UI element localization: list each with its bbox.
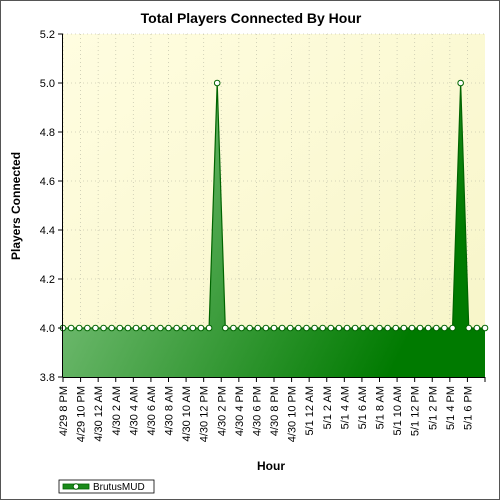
y-axis-title: Players Connected xyxy=(9,152,23,260)
data-point xyxy=(433,324,440,332)
data-point xyxy=(173,324,180,332)
x-axis-title: Hour xyxy=(257,459,285,473)
x-tick-label: 4/30 8 AM xyxy=(164,386,176,436)
data-point xyxy=(205,324,213,332)
data-point xyxy=(286,324,294,332)
data-point xyxy=(116,324,124,332)
data-point xyxy=(165,324,172,332)
x-tick-label: 5/1 10 AM xyxy=(392,386,404,436)
x-tick-label: 5/1 2 AM xyxy=(322,386,334,429)
legend-marker xyxy=(72,483,80,490)
x-tick-label: 4/30 10 PM xyxy=(287,386,299,442)
x-tick-label: 4/30 10 AM xyxy=(181,386,193,442)
y-tick-label: 5.0 xyxy=(40,78,55,90)
data-point xyxy=(465,324,473,332)
y-tick-label: 5.2 xyxy=(40,29,55,41)
chart-title: Total Players Connected By Hour xyxy=(141,10,362,26)
data-point xyxy=(481,324,489,332)
data-point xyxy=(148,324,156,332)
data-point xyxy=(441,324,448,332)
x-tick-label: 4/30 4 PM xyxy=(234,386,246,436)
x-tick-label: 5/1 8 AM xyxy=(375,386,387,429)
data-point xyxy=(278,324,286,332)
data-point xyxy=(140,324,148,332)
x-tick-label: 4/30 12 AM xyxy=(93,386,105,442)
x-tick-label: 4/30 12 PM xyxy=(199,386,211,442)
x-tick-label: 4/29 8 PM xyxy=(58,386,70,436)
y-tick-label: 4.8 xyxy=(40,127,55,139)
x-tick-label: 4/30 2 PM xyxy=(216,386,228,436)
y-tick-label: 4.6 xyxy=(40,176,55,188)
data-point xyxy=(262,324,270,332)
x-tick-label: 4/29 10 PM xyxy=(76,386,88,442)
data-point xyxy=(359,324,367,332)
x-tick-label: 5/1 12 PM xyxy=(410,386,422,436)
data-point xyxy=(108,324,115,332)
data-point xyxy=(343,324,351,332)
data-point xyxy=(189,324,197,332)
data-point xyxy=(295,324,302,332)
data-point xyxy=(311,324,318,332)
plot-area xyxy=(63,34,485,377)
data-point xyxy=(197,324,205,332)
data-point xyxy=(351,324,359,332)
x-tick-label: 4/30 4 AM xyxy=(128,386,140,436)
x-tick-label: 5/1 4 PM xyxy=(445,386,457,430)
data-point xyxy=(124,324,132,332)
data-point xyxy=(384,324,391,332)
legend-label: BrutusMUD xyxy=(93,482,145,493)
data-point xyxy=(132,324,140,332)
data-point xyxy=(392,324,400,332)
x-tick-label: 5/1 6 AM xyxy=(357,386,369,429)
data-point xyxy=(335,324,343,332)
y-tick-label: 4.2 xyxy=(40,274,55,286)
data-point xyxy=(100,324,107,332)
data-point xyxy=(213,79,221,87)
legend: BrutusMUD xyxy=(58,479,155,494)
series-area xyxy=(63,83,485,377)
data-point xyxy=(303,324,310,332)
data-point xyxy=(181,324,189,332)
area-layer xyxy=(59,79,489,377)
data-point xyxy=(424,324,432,332)
data-point xyxy=(408,324,416,332)
x-axis-ticks: 4/29 8 PM 4/29 10 PM 4/30 12 AM 4/30 2 AM 4/… xyxy=(58,377,486,442)
x-tick-label: 5/1 2 PM xyxy=(427,386,439,430)
data-point xyxy=(92,324,99,332)
x-tick-label: 4/30 6 PM xyxy=(251,386,263,436)
data-point xyxy=(246,324,253,332)
x-tick-label: 5/1 12 AM xyxy=(304,386,316,436)
data-point xyxy=(84,324,91,332)
x-tick-label: 5/1 6 PM xyxy=(462,386,474,430)
y-tick-label: 3.8 xyxy=(40,372,55,384)
legend-box xyxy=(58,479,155,494)
x-tick-label: 4/30 6 AM xyxy=(146,386,158,436)
data-point xyxy=(473,324,481,332)
data-point xyxy=(416,324,424,332)
data-point xyxy=(400,324,408,332)
data-point xyxy=(222,324,229,332)
x-tick-label: 5/1 4 AM xyxy=(339,386,351,429)
x-tick-label: 4/30 8 PM xyxy=(269,386,281,436)
data-point xyxy=(270,324,278,332)
data-point xyxy=(75,324,83,332)
data-point xyxy=(67,324,75,332)
y-tick-label: 4.0 xyxy=(40,323,55,335)
data-point xyxy=(254,324,262,332)
data-point xyxy=(376,324,383,332)
data-point xyxy=(157,324,164,332)
data-point xyxy=(319,324,326,332)
data-point xyxy=(230,324,237,332)
data-point xyxy=(327,324,335,332)
y-tick-label: 4.4 xyxy=(40,225,55,237)
y-axis-ticks: 3.8 4.0 4.2 4.4 4.6 4.8 5.0 5.2 xyxy=(40,29,63,384)
data-point xyxy=(368,324,375,332)
x-tick-label: 4/30 2 AM xyxy=(111,386,123,436)
data-point xyxy=(449,324,456,332)
data-point xyxy=(238,324,245,332)
data-point xyxy=(457,79,464,87)
